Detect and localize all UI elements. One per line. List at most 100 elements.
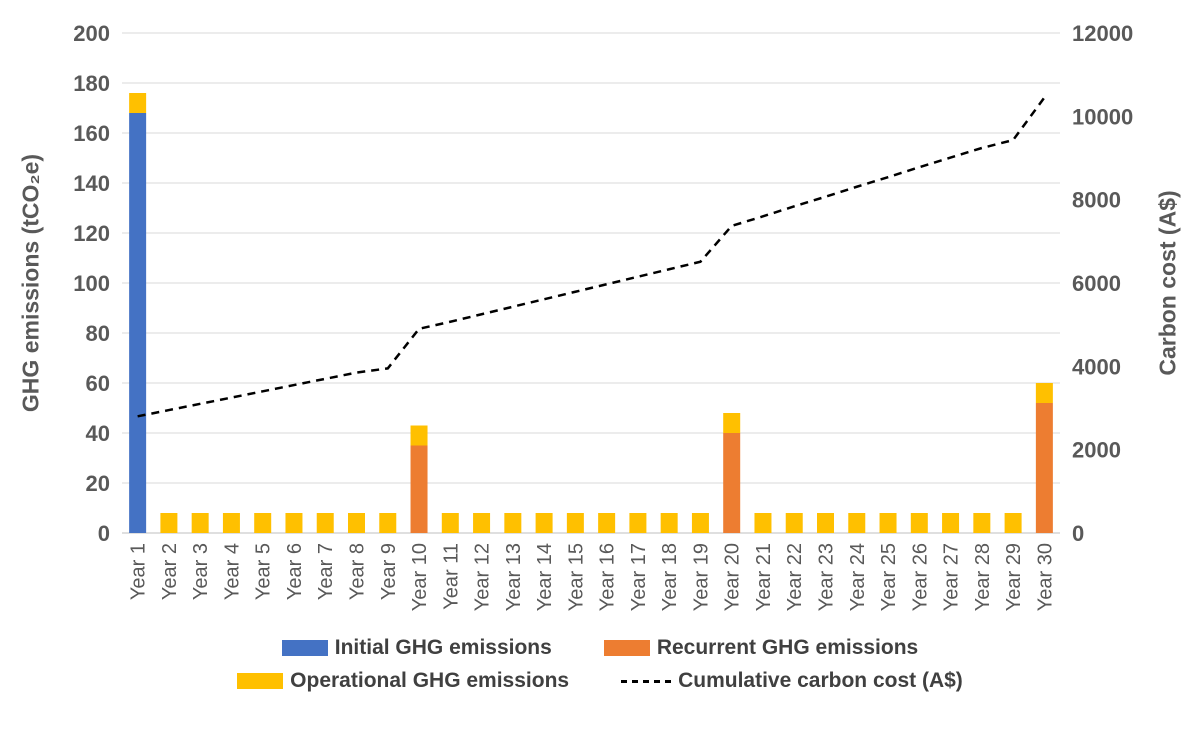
x-axis-category-label: Year 7 <box>315 543 337 600</box>
bar-segment-operational-ghg-emissions <box>191 513 209 533</box>
x-axis-category-label: Year 28 <box>972 543 994 611</box>
legend-row: Operational GHG emissions Cumulative carb… <box>237 669 963 693</box>
x-axis-category-label: Year 21 <box>753 543 775 611</box>
x-axis-category-label: Year 15 <box>565 543 587 611</box>
legend-item-operational-ghg-emissions: Operational GHG emissions <box>237 669 569 693</box>
x-axis-category-label: Year 3 <box>190 543 212 600</box>
bar-segment-operational-ghg-emissions <box>316 513 334 533</box>
bar-segment-operational-ghg-emissions <box>160 513 178 533</box>
cumulative-carbon-cost-line <box>137 96 1046 418</box>
bar-segment-operational-ghg-emissions <box>691 513 709 533</box>
x-axis-category-label: Year 30 <box>1034 543 1056 611</box>
right-axis-tick-label: 10000 <box>1072 104 1133 129</box>
bar-segment-operational-ghg-emissions <box>566 513 584 533</box>
right-axis-title: Carbon cost (A$) <box>1154 190 1181 376</box>
x-axis-category-label: Year 17 <box>628 543 650 611</box>
right-axis-tick-label: 8000 <box>1072 188 1121 213</box>
left-axis-tick-label: 140 <box>73 171 110 196</box>
right-axis-tick-label: 2000 <box>1072 438 1121 463</box>
bar-segment-operational-ghg-emissions <box>129 93 147 113</box>
x-axis-category-label: Year 25 <box>878 543 900 611</box>
bar-segment-operational-ghg-emissions <box>848 513 866 533</box>
bar-segment-recurrent-ghg-emissions <box>410 445 428 533</box>
x-axis-category-label: Year 11 <box>440 543 462 610</box>
x-axis-category-label: Year 18 <box>659 543 681 611</box>
bar-segment-operational-ghg-emissions <box>660 513 678 533</box>
bar-segment-operational-ghg-emissions <box>348 513 365 533</box>
left-axis-tick-label: 200 <box>73 21 110 46</box>
legend-item-initial-ghg-emissions: Initial GHG emissions <box>281 636 552 660</box>
bar-segment-operational-ghg-emissions <box>1004 513 1022 533</box>
left-axis-tick-label: 40 <box>86 421 110 446</box>
right-axis-tick-label: 6000 <box>1072 271 1121 296</box>
left-axis-tick-label: 180 <box>73 71 110 96</box>
x-axis-category-label: Year 14 <box>534 543 556 611</box>
bar-segment-operational-ghg-emissions <box>754 513 772 533</box>
x-axis-category-label: Year 2 <box>159 543 181 600</box>
left-axis-title: GHG emissions (tCO₂e) <box>17 153 44 413</box>
x-axis-category-label: Year 23 <box>816 543 838 611</box>
x-axis-category-label: Year 26 <box>909 543 931 611</box>
left-axis-tick-label: 0 <box>98 521 110 546</box>
bar-segment-operational-ghg-emissions <box>785 513 803 533</box>
bar-segment-operational-ghg-emissions <box>973 513 991 533</box>
x-axis-category-label: Year 8 <box>347 543 369 600</box>
x-axis-category-label: Year 29 <box>1003 543 1025 611</box>
legend-row: Initial GHG emissions Recurrent GHG emiss… <box>281 636 919 660</box>
legend-color-swatch <box>237 673 284 689</box>
bar-segment-operational-ghg-emissions <box>1035 383 1053 403</box>
bar-segment-operational-ghg-emissions <box>222 513 240 533</box>
bar-segment-operational-ghg-emissions <box>285 513 303 533</box>
left-axis-tick-label: 100 <box>73 271 110 296</box>
bar-segment-operational-ghg-emissions <box>817 513 834 533</box>
legend-color-swatch <box>603 640 650 656</box>
x-axis-category-label: Year 6 <box>284 543 306 600</box>
bar-segment-operational-ghg-emissions <box>598 513 616 533</box>
x-axis-category-label: Year 19 <box>690 543 712 611</box>
legend-item-recurrent-ghg-emissions: Recurrent GHG emissions <box>603 636 919 660</box>
x-axis-category-label: Year 4 <box>221 543 243 600</box>
bar-segment-initial-ghg-emissions <box>129 113 147 533</box>
x-axis-category-label: Year 9 <box>378 543 400 600</box>
plot-area: 0204060801001201401601802000200040006000… <box>73 21 1133 611</box>
bar-segment-operational-ghg-emissions <box>910 513 928 533</box>
bar-segment-recurrent-ghg-emissions <box>723 433 741 533</box>
bar-segment-operational-ghg-emissions <box>629 513 647 533</box>
x-axis-category-label: Year 12 <box>472 543 494 611</box>
bar-segment-recurrent-ghg-emissions <box>1035 403 1053 533</box>
left-axis-tick-label: 60 <box>86 371 110 396</box>
bar-segment-operational-ghg-emissions <box>535 513 553 533</box>
bar-segment-operational-ghg-emissions <box>254 513 272 533</box>
legend-label: Initial GHG emissions <box>334 636 552 659</box>
legend-item-cumulative-carbon-cost-a: Cumulative carbon cost (A$) <box>621 669 963 693</box>
bar-segment-operational-ghg-emissions <box>879 513 897 533</box>
x-axis-category-label: Year 5 <box>253 543 275 600</box>
x-axis-category-label: Year 27 <box>941 543 963 611</box>
right-axis-tick-label: 4000 <box>1072 354 1121 379</box>
legend-color-swatch <box>281 640 328 656</box>
x-axis-category-label: Year 13 <box>503 543 525 611</box>
bar-segment-operational-ghg-emissions <box>942 513 960 533</box>
left-axis-tick-label: 160 <box>73 121 110 146</box>
bar-segment-operational-ghg-emissions <box>410 425 428 446</box>
x-axis-category-label: Year 16 <box>597 543 619 611</box>
bar-segment-operational-ghg-emissions <box>379 513 397 533</box>
bar-segment-operational-ghg-emissions <box>473 513 491 533</box>
x-axis-category-label: Year 1 <box>128 543 150 600</box>
right-axis-tick-label: 0 <box>1072 521 1084 546</box>
bar-segment-operational-ghg-emissions <box>723 413 741 433</box>
right-axis-tick-label: 12000 <box>1072 21 1133 46</box>
left-axis-tick-label: 20 <box>86 471 110 496</box>
bar-segment-operational-ghg-emissions <box>504 513 522 533</box>
x-axis-category-label: Year 24 <box>847 543 869 611</box>
legend-label: Operational GHG emissions <box>290 669 570 692</box>
legend-label: Recurrent GHG emissions <box>656 636 919 659</box>
left-axis-tick-label: 120 <box>73 221 110 246</box>
x-axis-category-label: Year 22 <box>784 543 806 611</box>
x-axis-category-label: Year 20 <box>722 543 744 611</box>
legend-label: Cumulative carbon cost (A$) <box>678 669 963 692</box>
bar-segment-operational-ghg-emissions <box>441 513 459 533</box>
legend: Initial GHG emissions Recurrent GHG emiss… <box>0 636 1200 693</box>
left-axis-tick-label: 80 <box>86 321 110 346</box>
